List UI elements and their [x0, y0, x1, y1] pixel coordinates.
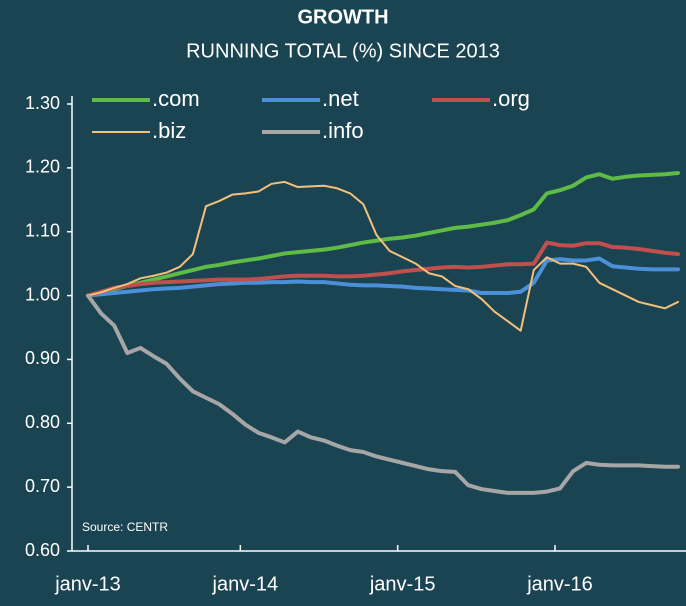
- y-tick-label: 1.10: [25, 220, 60, 240]
- y-tick-label: 1.30: [25, 93, 60, 113]
- x-tick-label: janv-14: [212, 573, 279, 595]
- y-tick-label: 1.20: [25, 157, 60, 177]
- x-tick-label: janv-15: [369, 573, 436, 595]
- chart-subtitle: RUNNING TOTAL (%) SINCE 2013: [186, 40, 500, 62]
- y-tick-label: 0.60: [25, 540, 60, 560]
- series-line: [86, 256, 680, 298]
- x-tick-label: janv-16: [526, 573, 593, 595]
- y-tick-label: 1.00: [25, 284, 60, 304]
- y-tick-label: 0.90: [25, 348, 60, 368]
- series-line: [87, 180, 679, 332]
- y-tick-label: 0.70: [25, 476, 60, 496]
- legend-label: .com: [152, 86, 200, 111]
- series-line: [86, 170, 680, 298]
- legend-label: .biz: [152, 118, 186, 143]
- y-tick-label: 0.80: [25, 412, 60, 432]
- source-note: Source: CENTR: [82, 520, 168, 534]
- chart-title: GROWTH: [297, 6, 388, 28]
- legend-label: .info: [322, 118, 364, 143]
- legend-label: .net: [322, 86, 359, 111]
- series-line: [86, 240, 680, 298]
- series-line: [86, 293, 680, 495]
- legend-label: .org: [492, 86, 530, 111]
- x-tick-label: janv-13: [54, 573, 121, 595]
